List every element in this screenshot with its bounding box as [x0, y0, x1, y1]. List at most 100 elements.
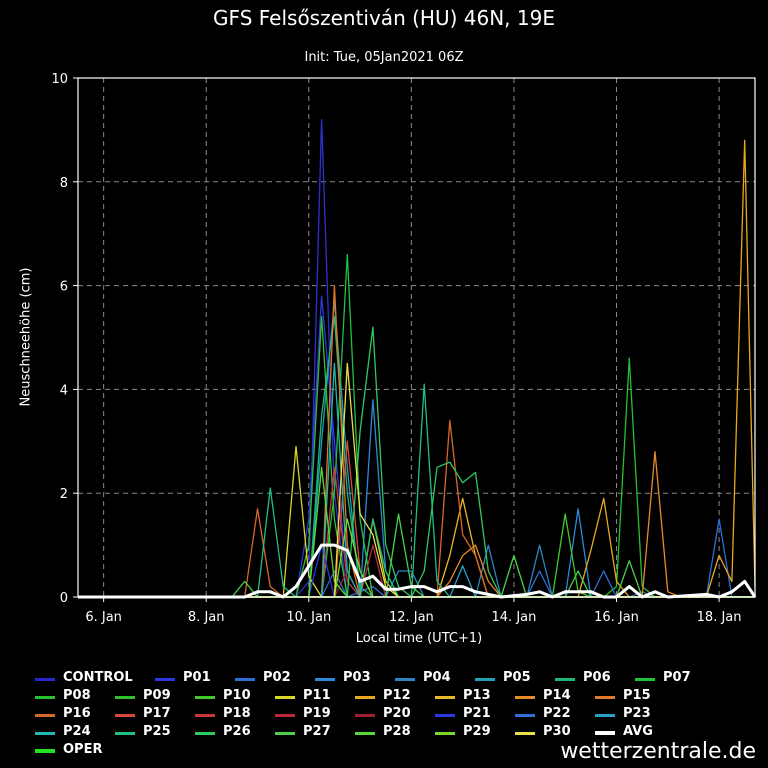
x-tick-label: 10. Jan — [286, 610, 331, 625]
watermark: wetterzentrale.de — [560, 739, 756, 764]
series-line-p05 — [78, 300, 755, 598]
y-tick-label: 10 — [51, 72, 68, 87]
legend-label: AVG — [623, 724, 653, 739]
legend-swatch — [275, 696, 295, 699]
legend-label: P20 — [383, 706, 411, 721]
series-line-p25 — [78, 383, 755, 598]
legend-label: P17 — [143, 706, 171, 721]
series-line-avg — [78, 543, 757, 599]
legend-swatch — [555, 678, 575, 681]
series-line-p24 — [78, 362, 755, 598]
legend-label: P04 — [423, 670, 451, 685]
legend-swatch — [595, 731, 615, 735]
legend-label: CONTROL — [63, 670, 133, 685]
legend-swatch — [595, 714, 615, 717]
series-line-p19 — [78, 544, 755, 598]
series-line-p09 — [78, 316, 755, 598]
y-tick-label: 4 — [60, 383, 68, 398]
legend-swatch — [115, 696, 135, 699]
legend-swatch — [435, 732, 455, 735]
y-tick-label: 6 — [60, 280, 68, 295]
x-tick-label: 6. Jan — [85, 610, 122, 625]
y-tick-label: 2 — [60, 487, 68, 502]
legend-label: P13 — [463, 688, 491, 703]
legend-label: P15 — [623, 688, 651, 703]
legend-label: P06 — [583, 670, 611, 685]
x-axis-label: Local time (UTC+1) — [355, 631, 483, 646]
legend-swatch — [35, 732, 55, 735]
series-line-p28 — [78, 466, 755, 598]
legend-swatch — [355, 732, 375, 735]
series-line-p01 — [78, 295, 755, 598]
legend-swatch — [155, 678, 175, 681]
legend-label: P30 — [543, 724, 571, 739]
series-line-p14 — [78, 451, 755, 598]
legend-swatch — [115, 732, 135, 735]
legend-swatch — [115, 714, 135, 717]
legend-swatch — [35, 696, 55, 699]
legend-label: P08 — [63, 688, 91, 703]
chart-title: GFS Felsőszentiván (HU) 46N, 19E — [213, 6, 555, 30]
series-line-p06 — [78, 316, 755, 598]
y-tick-label: 8 — [60, 176, 68, 191]
legend-swatch — [435, 714, 455, 717]
legend-label: P03 — [343, 670, 371, 685]
legend-label: P29 — [463, 724, 491, 739]
legend-swatch — [515, 696, 535, 699]
legend-swatch — [595, 696, 615, 699]
legend-swatch — [275, 732, 295, 735]
legend-label: P16 — [63, 706, 91, 721]
legend-label: P10 — [223, 688, 251, 703]
series-line-p27 — [78, 513, 755, 598]
series-line-p18 — [78, 466, 755, 598]
legend-swatch — [235, 678, 255, 681]
legend-swatch — [195, 714, 215, 717]
series-line-p15 — [78, 284, 755, 598]
legend-label: OPER — [63, 742, 103, 757]
series-line-p04 — [78, 544, 755, 598]
legend-label: P27 — [303, 724, 331, 739]
series-line-p10 — [78, 513, 755, 598]
legend-swatch — [35, 678, 55, 681]
legend-label: P09 — [143, 688, 171, 703]
legend-swatch — [195, 732, 215, 735]
legend-label: P18 — [223, 706, 251, 721]
legend-label: P12 — [383, 688, 411, 703]
legend-label: P07 — [663, 670, 691, 685]
x-tick-label: 18. Jan — [697, 610, 742, 625]
series-line-control — [78, 118, 755, 598]
legend-label: P22 — [543, 706, 571, 721]
series-line-p26 — [78, 326, 755, 598]
legend-label: P19 — [303, 706, 331, 721]
x-tick-label: 14. Jan — [492, 610, 537, 625]
legend-swatch — [475, 678, 495, 681]
legend-swatch — [315, 678, 335, 681]
legend-swatch — [435, 696, 455, 699]
legend-swatch — [195, 696, 215, 699]
legend-label: P01 — [183, 670, 211, 685]
legend-swatch — [275, 714, 295, 717]
legend-label: P02 — [263, 670, 291, 685]
legend-swatch — [515, 732, 535, 735]
legend-label: P25 — [143, 724, 171, 739]
legend-label: P21 — [463, 706, 491, 721]
series-line-p08b — [78, 139, 756, 598]
legend-label: P28 — [383, 724, 411, 739]
legend-swatch — [635, 678, 655, 681]
legend-swatch — [395, 678, 415, 681]
legend-swatch — [355, 714, 375, 717]
legend-label: P24 — [63, 724, 91, 739]
y-tick-label: 0 — [60, 591, 68, 606]
legend-swatch — [515, 714, 535, 717]
legend-label: P23 — [623, 706, 651, 721]
chart-subtitle: Init: Tue, 05Jan2021 06Z — [304, 50, 464, 65]
legend-swatch — [35, 749, 55, 753]
legend-label: P11 — [303, 688, 331, 703]
plot-frame — [77, 77, 756, 598]
legend-swatch — [355, 696, 375, 699]
series-line-p30 — [78, 362, 755, 598]
legend-label: P14 — [543, 688, 571, 703]
series-line-p08 — [78, 357, 755, 598]
x-tick-label: 8. Jan — [188, 610, 225, 625]
